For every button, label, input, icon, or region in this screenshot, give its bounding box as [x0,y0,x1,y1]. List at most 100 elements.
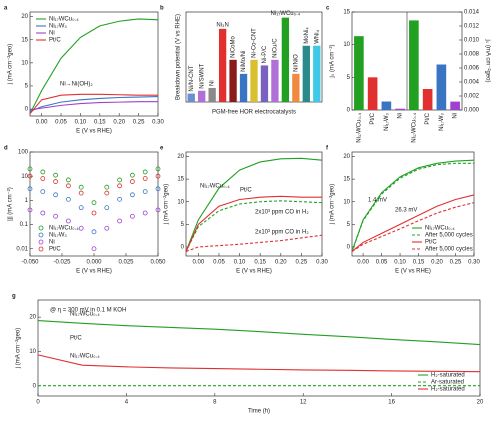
data-point [66,183,71,189]
bar [395,108,405,110]
data-point [53,172,58,178]
series-line [29,18,159,114]
panel-letter: b [160,6,164,12]
y2-tick-label: 0.008 [464,52,480,58]
data-point [66,218,71,224]
data-point [155,207,161,213]
x-axis-label: E (V vs RHE) [76,129,112,135]
legend-label: H₂-saturated [431,387,465,393]
annotation: Ni₁₇WCu₀.₄ [70,354,100,360]
data-point [66,196,71,202]
chart-title: @ η = 300 mV in 0.1 M KOH [50,308,126,314]
series-line [185,195,322,252]
x-tick-label: -0.025 [53,260,71,266]
y-tick-label: 15 [177,177,184,183]
data-point [142,176,148,181]
x-tick-label: 12 [300,400,307,406]
bar-label: Ni-P/C [262,45,268,63]
bar [302,45,310,102]
series-label: Ni₁₇WCu₀.₄ [200,184,230,190]
x-tick-label: 0.30 [152,120,164,126]
data-point [27,186,33,192]
x-tick-label: 0.20 [431,260,443,266]
bar [381,101,392,110]
data-point [142,210,148,216]
y-tick-label: 10 [343,199,350,205]
data-point [155,186,161,192]
y2-tick-label: 0.002 [464,94,480,100]
bar-label: Ni-Co-CNT [252,28,258,58]
y-tick-label: 10 [29,349,36,355]
bar-label: MoNi₄ [304,27,310,44]
bar [239,73,248,102]
x-tick-label: 0.050 [150,260,166,266]
data-point [40,210,46,216]
legend-marker [38,246,44,252]
y-tick-label: 20 [177,154,184,160]
legend-label: Pt/C [49,247,61,253]
bar-label: Ni₁₇WCu₀.₄ [271,11,301,17]
y-axis-label: j (mA cm⁻²geo) [16,328,22,370]
panel-letter: e [160,146,164,152]
x-tick-label: 0.20 [275,260,287,266]
data-point [27,173,33,179]
data-point [91,200,97,206]
series-line [351,202,475,252]
legend-label: After 5,000 cycles [425,247,473,253]
y-tick-label: 10 [21,174,28,180]
x-tick-label: 16 [388,400,395,406]
data-point [40,176,46,181]
series-line [37,320,481,346]
y-tick-label: 15 [21,37,28,43]
bar [450,101,460,110]
y2-tick-label: 0.006 [464,66,480,72]
data-point [155,166,161,172]
legend-label: H₂-saturated [431,373,465,379]
bar [354,36,364,110]
series-line [37,354,481,373]
series-line [185,200,323,252]
bar [436,64,447,110]
data-point [117,177,122,183]
data-point [53,192,58,198]
data-point [78,184,84,190]
y-tick-label: 0 [181,245,185,251]
panel-letter: a [4,6,8,12]
data-point [91,210,97,216]
bar [422,89,433,110]
x-tick-label: 0.10 [234,260,246,266]
bar [229,59,237,102]
bar [187,93,195,102]
y-tick-label: 0 [25,107,29,113]
legend-marker [38,232,44,238]
y-tick-label: 10 [21,60,28,66]
series-line [29,93,158,115]
x-axis-label: E (V vs RHE) [76,269,112,275]
bar-label: Ni/N-CNT [189,65,195,91]
data-point [91,246,97,252]
x-tick-label: 0.025 [118,260,134,266]
x-tick-label: 0.000 [86,260,102,266]
y-axis-label: j (mA cm⁻²geo) [8,44,14,86]
x-tick-label: 20 [477,400,484,406]
series-line [29,101,158,111]
x-tick-label: 0.25 [133,120,145,126]
x-tick-label: Ni [453,113,459,119]
plot-frame [351,151,475,257]
legend-label: Ni₁₇W₃ [49,24,67,30]
data-point [117,196,122,202]
x-tick-label: 0.15 [254,260,266,266]
series-line [185,234,323,252]
bar-label: Ni [210,80,216,86]
annotation: Pt/C [70,336,82,342]
x-axis-label: E (V vs RHE) [395,269,431,275]
bar-label: NiCoMo [231,35,237,57]
y-tick-label: 0.01 [16,246,28,252]
x-tick-label: 4 [125,400,129,406]
data-point [129,172,135,178]
y-axis-label: Breakdown potential (V vs RHE) [176,14,182,100]
x-tick-label: 0.00 [36,120,48,126]
x-axis-label: Time (h) [248,409,270,415]
y2-tick-label: 0.012 [464,24,480,30]
x-tick-label: 0.20 [113,120,125,126]
